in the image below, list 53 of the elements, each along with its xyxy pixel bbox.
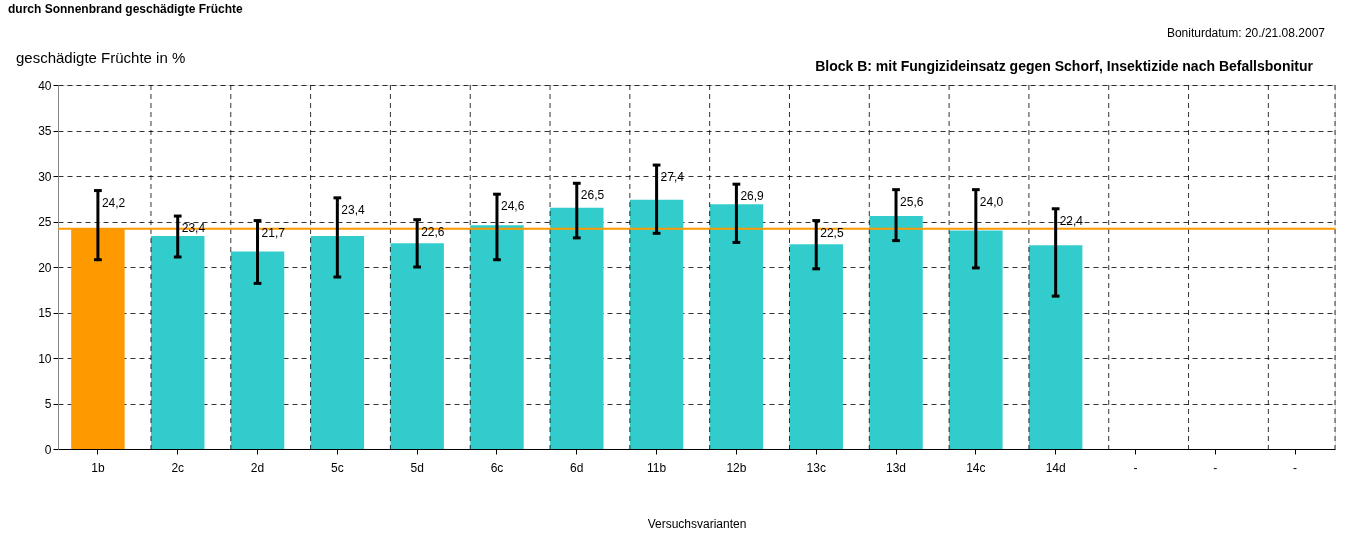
y-tick-label: 40: [38, 78, 52, 93]
bar: [310, 236, 365, 449]
x-tick-label: 11b: [647, 460, 667, 475]
bar: [150, 236, 205, 449]
x-tick-label: -: [1213, 460, 1218, 475]
data-label: 21,7: [261, 225, 286, 240]
x-tick-label: 12b: [726, 460, 747, 475]
bar: [470, 225, 524, 449]
x-tick-label: 1b: [91, 460, 105, 475]
bar: [230, 251, 285, 449]
bar: [949, 230, 1003, 449]
x-tick-label: -: [1293, 460, 1298, 475]
x-tick-label: 2d: [250, 460, 265, 475]
data-label: 26,9: [740, 189, 765, 204]
data-label: 23,4: [341, 202, 366, 217]
data-label: 24,2: [101, 195, 126, 210]
bar: [709, 204, 764, 449]
y-tick-label: 15: [38, 306, 52, 320]
chart-subtitle: Block B: mit Fungizideinsatz gegen Schorf, Insektizide nach Befallsbonitur: [815, 58, 1314, 74]
bar: [789, 244, 843, 449]
bar: [550, 207, 604, 449]
x-axis-title: Versuchsvarianten: [647, 516, 747, 531]
y-tick-label: 20: [38, 260, 52, 275]
y-tick-label: 0: [44, 442, 52, 457]
x-tick-label: 13d: [886, 460, 907, 475]
x-tick-label: 13c: [806, 460, 826, 475]
x-tick-label: 5d: [410, 460, 424, 475]
y-tick-label: 10: [38, 351, 52, 366]
x-tick-label: 2c: [171, 460, 185, 475]
x-tick-label: 6d: [570, 460, 584, 475]
y-tick-label: 25: [38, 215, 52, 229]
x-tick-label: 5c: [331, 460, 344, 475]
chart-title: durch Sonnenbrand geschädigte Früchte: [8, 2, 244, 16]
x-tick-label: 14d: [1045, 460, 1066, 475]
y-tick-label: 30: [38, 169, 52, 184]
bar: [869, 216, 923, 449]
x-tick-label: 6c: [490, 460, 504, 475]
x-tick-label: 14c: [966, 460, 986, 475]
data-label: 26,5: [580, 188, 605, 203]
bar: [629, 199, 684, 449]
data-label: 24,0: [979, 194, 1004, 209]
data-label: 22,5: [820, 225, 844, 240]
bar: [1028, 245, 1083, 449]
y-tick-label: 35: [38, 124, 52, 138]
data-label: 24,6: [500, 199, 525, 214]
y-tick-label: 5: [44, 397, 52, 411]
text: Boniturdatum: 20./21.08.2007: [1166, 26, 1326, 40]
y-axis-title: geschädigte Früchte in %: [16, 49, 186, 66]
x-tick-label: -: [1133, 460, 1138, 475]
data-label: 25,6: [900, 194, 924, 209]
data-label: 22,4: [1059, 213, 1084, 228]
bar: [390, 243, 444, 449]
data-label: 27,4: [660, 170, 685, 185]
